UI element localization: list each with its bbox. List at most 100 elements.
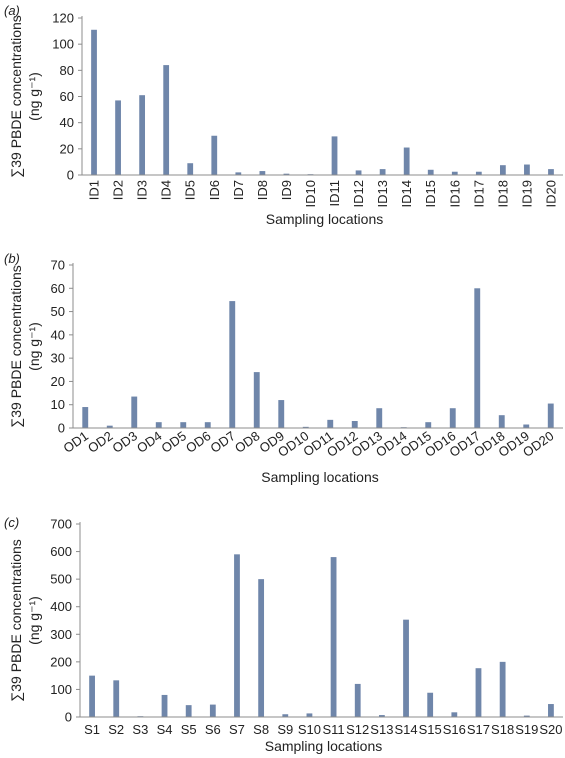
panel-a-x-axis-title: Sampling locations [266, 211, 384, 227]
panel-c-x-tick-label: S16 [443, 722, 466, 737]
panel-c-bar-s7 [234, 554, 240, 717]
panel-c-y-tick-label: 400 [50, 599, 72, 614]
panel-b-y-axis-title: ∑39 PBDE concentrations [8, 265, 24, 428]
panel-a-x-tick-label: ID2 [111, 180, 126, 200]
panel-c-bar-s4 [161, 694, 168, 717]
panel-a-bar-id8 [259, 171, 266, 175]
panel-c-x-tick-label: S1 [84, 722, 100, 737]
panel-c-bar-s6 [209, 704, 216, 717]
panel-a-bar-id5 [187, 163, 194, 175]
panel-c-x-tick-label: S5 [181, 722, 197, 737]
panel-a-bar-id13 [379, 169, 386, 175]
panel-c-x-tick-label: S19 [515, 722, 538, 737]
panel-b-y-tick-label: 60 [51, 281, 65, 296]
panel-b-bar-od3 [131, 396, 138, 428]
panel-b-y-tick-label: 50 [51, 304, 65, 319]
panel-b-bar-od17 [474, 288, 481, 428]
panel-c-x-tick-label: S17 [467, 722, 490, 737]
panel-b-bar-od13 [376, 408, 383, 428]
panel-b-bar-od8 [253, 372, 260, 428]
panel-a-x-tick-label: ID16 [447, 180, 462, 207]
panel-c-x-tick-label: S12 [346, 722, 369, 737]
panel-c-x-tick-label: S11 [322, 722, 344, 737]
panel-c: (c) 0 100 200 300 400 500 600 700 S1 S2 S3 S4 S5 S6 S7 S… [4, 515, 563, 754]
panel-b-bar-od12 [351, 421, 358, 428]
panel-c-y-tick-label: 300 [50, 627, 72, 642]
panel-a-x-tick-label: ID14 [399, 180, 414, 207]
panel-b-bar-od18 [498, 415, 505, 428]
panel-c-y-tick-label: 0 [65, 710, 72, 725]
panel-c-bar-s10 [306, 713, 313, 717]
panel-c-x-tick-label: S9 [277, 722, 293, 737]
panel-c-x-tick-label: S2 [108, 722, 124, 737]
panel-c-x-tick-label: S3 [132, 722, 148, 737]
panel-c-y-tick-label: 600 [50, 544, 72, 559]
panel-b-bar-od11 [327, 419, 334, 428]
panel-a-bar-id2 [115, 100, 121, 175]
panel-a-x-tick-label: ID4 [159, 180, 174, 200]
panel-a-x-tick-label: ID20 [543, 180, 558, 207]
panel-c-bar-s14 [403, 619, 409, 717]
panel-a-y-axis-title: ∑39 PBDE concentrations [8, 15, 24, 178]
panel-a-bar-id12 [355, 170, 362, 175]
panel-a-bar-id4 [163, 65, 170, 175]
panel-c-x-axis-title: Sampling locations [265, 738, 383, 754]
panel-c-x-tick-label: S10 [298, 722, 321, 737]
panel-a-bar-id6 [211, 135, 218, 175]
panel-a-bar-id17 [475, 171, 482, 175]
panel-c-y-axis-title: ∑39 PBDE concentrations [8, 539, 24, 702]
panel-a-x-tick-label: ID13 [375, 180, 390, 207]
panel-a-x-tick-label: ID9 [279, 180, 294, 200]
panel-a-bar-id9 [283, 173, 290, 175]
panel-b-bar-od1 [82, 407, 89, 428]
panel-b-y-axis-unit: (ng g⁻¹) [26, 322, 42, 371]
panel-b-bar-od20 [547, 403, 554, 428]
panel-c-y-tick-label: 700 [50, 517, 72, 532]
panel-c-x-tick-label: S4 [157, 722, 173, 737]
panel-c-x-tick-label: S6 [205, 722, 221, 737]
panel-c-y-tick-label: 200 [50, 654, 72, 669]
panel-b-bar-od4 [155, 422, 162, 428]
panel-c-bar-s5 [185, 705, 192, 717]
panel-c-x-tick-label: S15 [419, 722, 442, 737]
panel-a-label: (a) [4, 3, 20, 18]
panel-c-bar-s18 [499, 661, 506, 717]
panel-a-y-tick-label: 120 [52, 11, 74, 26]
panel-a-bar-id11 [331, 136, 338, 175]
panel-c-bar-s11 [330, 557, 337, 717]
panel-a-bar-id20 [548, 169, 554, 175]
panel-c-y-tick-label: 500 [50, 572, 72, 587]
panel-c-y-tick-label: 100 [50, 682, 72, 697]
panel-b-y-tick-label: 70 [51, 258, 65, 273]
panel-a-bar-id18 [499, 165, 506, 175]
panel-c-bar-s1 [89, 675, 95, 717]
panel-a-bar-id7 [235, 172, 242, 175]
panel-c-x-tick-label: S20 [539, 722, 562, 737]
panel-a-x-tick-label: ID6 [207, 180, 222, 200]
panel-b-label: (b) [4, 251, 20, 266]
panel-c-bar-s9 [282, 714, 289, 717]
panel-a-y-tick-label: 60 [60, 89, 74, 104]
panel-b-y-tick-label: 20 [51, 374, 65, 389]
panel-a-bar-id16 [451, 171, 458, 175]
panel-c-bar-s20 [548, 704, 554, 717]
panel-b-bar-od19 [523, 424, 530, 428]
panel-a-bar-id19 [524, 164, 530, 175]
panel-a-x-tick-label: ID7 [231, 180, 246, 200]
panel-c-x-tick-label: S7 [229, 722, 245, 737]
panel-a-x-tick-label: ID12 [351, 180, 366, 207]
panel-b-y-tick-label: 10 [51, 397, 65, 412]
panel-b-bar-od2 [106, 425, 113, 428]
panel-c-bar-s13 [378, 715, 385, 717]
panel-c-x-tick-label: S8 [253, 722, 269, 737]
panel-a-y-tick-label: 20 [60, 141, 74, 156]
panel-b-x-axis-title: Sampling locations [261, 469, 379, 485]
panel-a-x-tick-label: ID17 [471, 180, 486, 207]
panel-b-bar-od5 [180, 422, 187, 428]
panel-b-bar-od9 [278, 400, 285, 428]
panel-c-bar-s8 [258, 579, 265, 717]
panel-c-label: (c) [4, 515, 19, 530]
panel-b-bar-od16 [449, 408, 456, 428]
panel-a-x-tick-label: ID3 [135, 180, 150, 200]
panel-a-bar-id14 [403, 147, 410, 175]
